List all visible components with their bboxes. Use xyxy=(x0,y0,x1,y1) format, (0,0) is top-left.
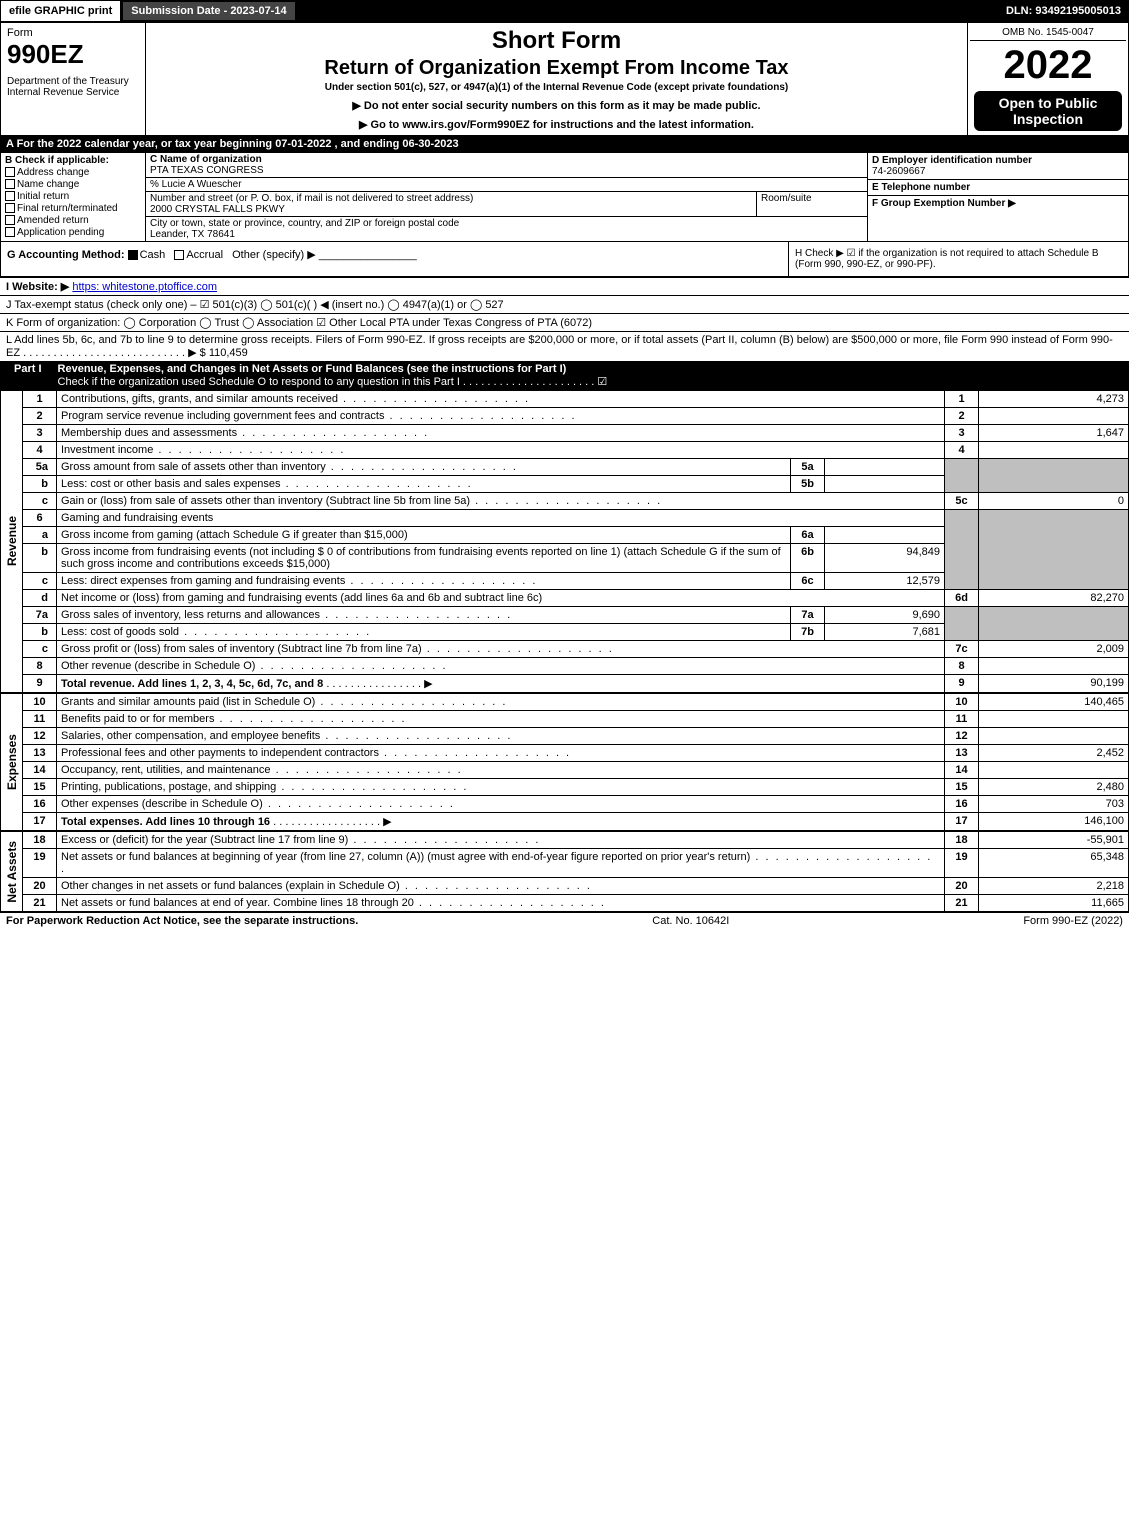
cb-final-return[interactable]: Final return/terminated xyxy=(5,203,141,214)
expenses-section: Expenses 10Grants and similar amounts pa… xyxy=(0,693,1129,831)
block-gh: G Accounting Method: Cash Accrual Other … xyxy=(0,242,1129,277)
c-label: C Name of organization xyxy=(150,154,863,165)
block-bc: B Check if applicable: Address change Na… xyxy=(0,152,1129,242)
open-to-public: Open to Public Inspection xyxy=(974,91,1122,131)
tax-year: 2022 xyxy=(970,41,1126,89)
street-label: Number and street (or P. O. box, if mail… xyxy=(150,193,752,204)
cb-application-pending[interactable]: Application pending xyxy=(5,227,141,238)
line-l-gross-receipts: L Add lines 5b, 6c, and 7b to line 9 to … xyxy=(0,331,1129,361)
instruction-1: ▶ Do not enter social security numbers o… xyxy=(154,99,959,112)
col-c-org: C Name of organization PTA TEXAS CONGRES… xyxy=(146,153,868,241)
revenue-table: 1Contributions, gifts, grants, and simil… xyxy=(22,390,1129,693)
form-number: 990EZ xyxy=(7,39,139,70)
revenue-section: Revenue 1Contributions, gifts, grants, a… xyxy=(0,390,1129,693)
col-b-checkboxes: B Check if applicable: Address change Na… xyxy=(1,153,146,241)
line-i-website: I Website: ▶ https: whitestone.ptoffice.… xyxy=(0,277,1129,295)
g-accounting: G Accounting Method: Cash Accrual Other … xyxy=(1,242,788,276)
omb-number: OMB No. 1545-0047 xyxy=(970,25,1126,41)
org-name: PTA TEXAS CONGRESS xyxy=(150,165,863,176)
website-link[interactable]: https: whitestone.ptoffice.com xyxy=(72,281,217,293)
form-header: Form 990EZ Department of the Treasury In… xyxy=(0,22,1129,136)
net-assets-section: Net Assets 18Excess or (deficit) for the… xyxy=(0,831,1129,912)
page-footer: For Paperwork Reduction Act Notice, see … xyxy=(0,912,1129,929)
efile-print[interactable]: efile GRAPHIC print xyxy=(0,0,121,22)
e-label: E Telephone number xyxy=(872,182,1124,193)
header-right: OMB No. 1545-0047 2022 Open to Public In… xyxy=(968,23,1128,135)
cb-address-change[interactable]: Address change xyxy=(5,167,141,178)
cb-cash[interactable] xyxy=(128,250,138,260)
d-label: D Employer identification number xyxy=(872,155,1124,166)
f-label: F Group Exemption Number ▶ xyxy=(872,198,1124,209)
header-center: Short Form Return of Organization Exempt… xyxy=(146,23,968,135)
cb-accrual[interactable] xyxy=(174,250,184,260)
city-label: City or town, state or province, country… xyxy=(150,218,863,229)
part-i-header: Part I Revenue, Expenses, and Changes in… xyxy=(0,361,1129,390)
net-assets-table: 18Excess or (deficit) for the year (Subt… xyxy=(22,831,1129,912)
col-d: D Employer identification number 74-2609… xyxy=(868,153,1128,241)
row-a-period: A For the 2022 calendar year, or tax yea… xyxy=(0,136,1129,152)
cb-amended-return[interactable]: Amended return xyxy=(5,215,141,226)
footer-form: Form 990-EZ (2022) xyxy=(1023,915,1123,927)
room-suite-label: Room/suite xyxy=(757,192,867,216)
side-label-expenses: Expenses xyxy=(4,730,20,794)
header-left: Form 990EZ Department of the Treasury In… xyxy=(1,23,146,135)
cb-initial-return[interactable]: Initial return xyxy=(5,191,141,202)
line-j-tax-exempt: J Tax-exempt status (check only one) – ☑… xyxy=(0,295,1129,313)
side-label-revenue: Revenue xyxy=(4,512,20,570)
submission-date: Submission Date - 2023-07-14 xyxy=(121,0,296,22)
topbar-spacer xyxy=(297,0,998,22)
footer-left: For Paperwork Reduction Act Notice, see … xyxy=(6,915,358,927)
dln: DLN: 93492195005013 xyxy=(998,0,1129,22)
title-short-form: Short Form xyxy=(154,27,959,55)
city: Leander, TX 78641 xyxy=(150,229,863,240)
department: Department of the Treasury Internal Reve… xyxy=(7,76,139,98)
expenses-table: 10Grants and similar amounts paid (list … xyxy=(22,693,1129,831)
cb-name-change[interactable]: Name change xyxy=(5,179,141,190)
top-bar: efile GRAPHIC print Submission Date - 20… xyxy=(0,0,1129,22)
form-label: Form xyxy=(7,27,139,39)
subtitle: Under section 501(c), 527, or 4947(a)(1)… xyxy=(154,82,959,93)
instruction-2[interactable]: ▶ Go to www.irs.gov/Form990EZ for instru… xyxy=(154,118,959,131)
b-header: B Check if applicable: xyxy=(5,155,141,166)
ein: 74-2609667 xyxy=(872,166,1124,177)
line-k-org-form: K Form of organization: ◯ Corporation ◯ … xyxy=(0,313,1129,331)
footer-cat: Cat. No. 10642I xyxy=(652,915,729,927)
title-return: Return of Organization Exempt From Incom… xyxy=(154,57,959,80)
side-label-net-assets: Net Assets xyxy=(4,837,20,907)
care-of: % Lucie A Wuescher xyxy=(146,178,867,192)
h-schedule-b: H Check ▶ ☑ if the organization is not r… xyxy=(788,242,1128,276)
street: 2000 CRYSTAL FALLS PKWY xyxy=(150,204,752,215)
